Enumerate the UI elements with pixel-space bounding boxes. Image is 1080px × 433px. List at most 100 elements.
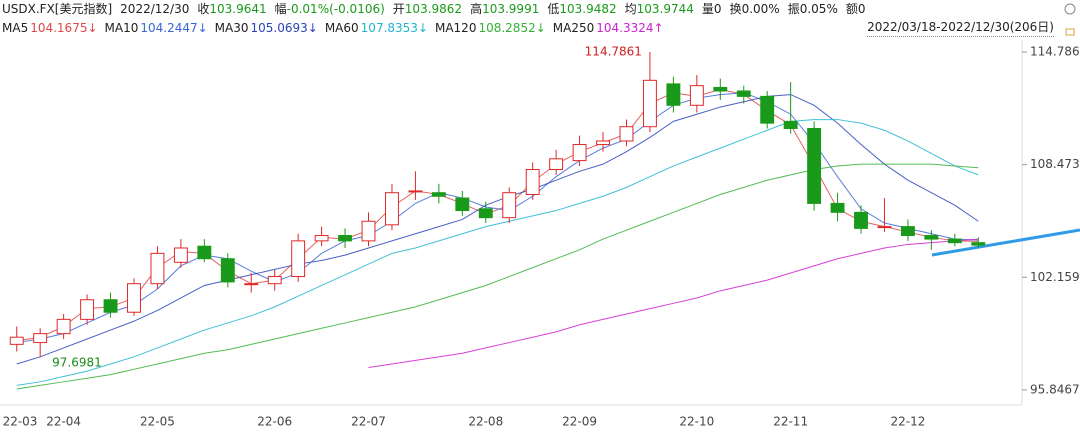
x-tick-label: 22-07 [351,415,386,429]
date-range[interactable]: 2022/03/18-2022/12/30(206日) [867,19,1054,37]
y-tick-label: 95.8467 [1030,382,1080,396]
y-tick-label: 108.4730 [1030,157,1080,171]
field-label: 量 [701,2,714,16]
ma-line [16,119,979,386]
candle-body [408,190,423,193]
candle-body [9,336,24,345]
candle-body [338,235,353,242]
legend-label: MA60 [324,21,359,35]
field-label: 均 [624,2,637,16]
lock-icon[interactable] [1065,28,1075,36]
field-label: 开 [392,2,405,16]
high-annotation: 114.7861 [585,45,642,59]
candle-body [947,238,962,244]
legend-value: 107.8353↓ [360,21,428,35]
candle-body [830,202,845,213]
field-value: 103.9991 [482,2,540,16]
ma-legend: MA5 104.1675↓ MA10 104.2447↓ MA30 105.0693↓ MA… [2,19,671,37]
x-tick-label: 22-04 [46,415,81,429]
candle-body [666,83,681,106]
candle-body [572,144,587,162]
x-tick-label: 22-09 [562,415,597,429]
candle-body [713,86,728,92]
candle-body [854,211,868,229]
candle-body [971,242,986,246]
field-label: 额 [845,2,858,16]
legend-value: 105.0693↓ [250,21,318,35]
candle-body [127,283,141,313]
candle-body [642,79,657,128]
x-tick-label: 22-10 [679,415,714,429]
legend-value: 104.2447↓ [140,21,208,35]
candle-body [502,192,517,219]
candle-body [478,208,493,219]
candle-body [103,299,118,313]
candle-body [361,220,376,242]
x-tick-label: 22-06 [257,415,292,429]
quote-header: USDX.FX[美元指数] 2022/12/30 收103.9641 幅-0.01%(… [2,0,874,18]
field-label: 幅 [274,2,287,16]
field-value: 0 [857,2,866,16]
ma-line [368,238,979,369]
x-tick-label: 22-05 [140,415,175,429]
candle-body [455,197,470,212]
candle-body [56,318,71,335]
quote-date: 2022/12/30 [120,2,190,16]
symbol: USDX.FX[美元指数] [2,2,113,16]
trend-line [931,228,1080,257]
candle-body [525,169,540,195]
low-annotation: 97.6981 [52,355,102,369]
field-value: 0.00% [741,2,780,16]
field-value: -0.01%(-0.0106) [286,2,385,16]
ma-line [16,94,979,365]
candle-body [150,252,165,285]
field-label: 高 [470,2,483,16]
field-label: 收 [197,2,210,16]
legend-value: 104.3324↑ [596,21,664,35]
x-tick-label: 22-11 [773,415,808,429]
ma-line [16,92,979,344]
candle-body [924,235,939,240]
legend-label: MA250 [552,21,595,35]
legend-label: MA5 [2,21,29,35]
candle-body [291,240,306,278]
candle-body [549,158,564,171]
candle-body [314,235,329,242]
field-value: 103.9744 [636,2,694,16]
field-value: 0.05% [799,2,838,16]
candle-body [760,95,775,124]
y-tick-label: 114.7861 [1030,45,1080,59]
field-label: 低 [547,2,560,16]
candle-body [431,192,446,197]
candle-body [900,226,915,237]
legend-value: 108.2852↓ [478,21,546,35]
candle-body [736,90,751,97]
candle-body [619,126,634,142]
field-value: 103.9482 [559,2,617,16]
candle-body [173,247,188,263]
candle-body [80,299,95,320]
legend-label: MA10 [104,21,139,35]
x-tick-label: 22-08 [468,415,503,429]
candle-body [783,120,798,129]
field-value: 0 [713,2,722,16]
settings-icon[interactable] [1064,3,1076,15]
candle-body [220,258,235,283]
x-tick-label: 22-03 [3,415,38,429]
candle-body [807,127,822,204]
candle-body [33,333,48,344]
field-value: 103.9862 [404,2,463,16]
legend-label: MA30 [214,21,249,35]
candle-body [689,85,704,106]
field-value: 103.9641 [209,2,267,16]
ma-line [16,88,979,342]
field-label: 换 [729,2,742,16]
candle-body [596,140,610,146]
candle-body [877,226,892,229]
candle-body [385,192,399,226]
legend-label: MA120 [434,21,477,35]
y-tick-label: 102.1598 [1030,270,1080,284]
candle-body [244,283,259,286]
